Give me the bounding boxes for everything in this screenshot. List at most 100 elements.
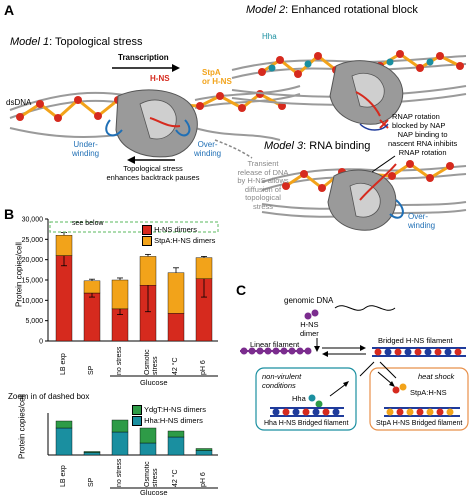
legend-swatch-ydgt (132, 405, 142, 416)
bridged-filament (372, 347, 466, 357)
stpa-box (369, 367, 469, 431)
legend-swatch-stpa (142, 236, 152, 247)
chart2-bar-hha (111, 431, 129, 456)
model3-title-text: : RNA binding (303, 140, 371, 152)
overwinding-arrow (175, 119, 191, 137)
under-l1: Under- (73, 140, 98, 149)
linear-filament (240, 347, 312, 355)
stpa-bridged-filament (384, 407, 460, 417)
bridged-filament-label: Bridged H-NS filament (378, 336, 453, 345)
legend-item-stpa: StpA:H-NS dimers (142, 235, 216, 247)
transcription-label: Transcription (118, 53, 169, 62)
chart1-bar-stpa (139, 256, 157, 286)
chart1-xtick-label: Osmotic stress (144, 349, 159, 375)
stress-caption: Topological stress enhances backtrack pau… (98, 164, 208, 182)
chart1-ytick-label: 25,000 (22, 237, 44, 244)
chart2-bar-ydgt (55, 420, 73, 429)
stpa-label: StpA or H-NS (202, 68, 232, 86)
see-below-label: see below (72, 220, 104, 227)
chart2-bar-ydgt (167, 430, 185, 438)
chart2-axes (47, 413, 218, 456)
stpa-hns-label: StpA:H-NS (410, 388, 447, 397)
legend-label-hha: Hha:H-NS dimers (144, 416, 203, 426)
chart1-legend: H-NS dimers StpA:H-NS dimers (142, 224, 216, 247)
genomic-dna-wave (334, 305, 396, 311)
over-l1: Over- (197, 140, 218, 149)
hns-dimer-l2: dimer (300, 329, 319, 338)
chart2-xtick-label: no stress (116, 458, 123, 487)
legend-item-ydgt: YdgT:H-NS dimers (132, 404, 206, 416)
glucose2-label: Glucose (140, 488, 168, 497)
panel-a-letter: A (4, 2, 15, 18)
model2-title-text: : Enhanced rotational block (285, 4, 418, 16)
chart1-ytick-label: 10,000 (22, 298, 44, 305)
panel-c-letter: C (236, 282, 247, 298)
release-l5: topological (245, 193, 281, 202)
nonvir-l2: conditions (262, 381, 296, 390)
stress-l1: Topological stress (123, 164, 183, 173)
release-l6: stress (252, 201, 273, 211)
chart2-bar-ydgt (111, 419, 129, 433)
over-l2: winding (194, 149, 222, 158)
chart1-yticks: 0 5,000 10,000 15,000 20,000 25,000 30,000 (22, 217, 48, 346)
chart2-ylabel: Protein copies/cell (17, 394, 27, 459)
model1-title: Model 1: Topological stress (10, 36, 143, 48)
hha-label: Hha (262, 32, 277, 41)
rotation-block-icon (379, 119, 389, 129)
zoom-dashed-box (49, 221, 219, 233)
model3-title: Model 3: RNA binding (264, 140, 370, 152)
chart1-xtick-label: SP (88, 365, 95, 375)
model3-prefix: Model 3 (264, 140, 304, 152)
nonvirulent-label: non-virulent conditions (262, 372, 301, 390)
hha-icon (308, 394, 316, 402)
stpa-label-l2: or H-NS (202, 77, 232, 86)
genomic-dna-label: genomic DNA (284, 296, 334, 305)
hns-dimer-l1: H-NS (300, 320, 319, 329)
model3-overwinding-label: Over-winding (408, 212, 435, 230)
chart2-bars (55, 419, 213, 456)
zoom-title: Zoom in of dashed box (8, 392, 90, 401)
hns-label: H-NS (150, 74, 170, 83)
underwinding-arrow (105, 119, 123, 137)
rot-l2: blocked by NAP (392, 121, 446, 130)
model3-overwinding-arrow (389, 199, 404, 219)
chart1-ytick-label: 0 (39, 339, 43, 346)
chart1-ytick-label: 5,000 (25, 318, 43, 325)
hns-dimer-label: H-NS dimer (300, 320, 319, 338)
chart2-xtick-label: pH 6 (200, 472, 207, 487)
underwinding-label: Under-winding (72, 140, 99, 158)
legend-label-hns: H-NS dimers (154, 225, 198, 234)
under-l2: winding (72, 149, 100, 158)
over3-l2: winding (408, 221, 436, 230)
release-l3: by H-NS allows (237, 176, 289, 185)
legend-item-hha: Hha:H-NS dimers (132, 415, 206, 427)
hha-c-label: Hha (292, 394, 306, 403)
nap-l2: nascent RNA inhibits (388, 139, 458, 148)
chart1-xtick-label: pH 6 (200, 360, 207, 375)
chart2-bar-hha (195, 450, 213, 456)
panel-b-letter: B (4, 206, 15, 222)
chart1-bars (55, 232, 213, 342)
chart1-xtick-label: LB exp (60, 353, 67, 375)
chart2-xtick-label: SP (88, 477, 95, 487)
glucose-label: Glucose (140, 378, 168, 387)
chart1-bar-stpa (83, 280, 101, 294)
hha-box (255, 367, 357, 431)
chart2-legend: YdgT:H-NS dimers Hha:H-NS dimers (132, 404, 206, 427)
model1-prefix: Model 1 (10, 36, 50, 48)
chart1-ylabel: Protein copies/cell (14, 242, 24, 307)
legend-item-hns: H-NS dimers (142, 224, 215, 236)
nap-caption: NAP binding to nascent RNA inhibits RNAP r… (388, 130, 457, 157)
legend-label-stpa: StpA:H-NS dimers (154, 236, 216, 246)
stpa-icon (392, 386, 400, 394)
nonvir-l1: non-virulent (262, 372, 302, 381)
overwinding-label: Over-winding (194, 140, 221, 158)
legend-swatch-hns (142, 225, 152, 236)
chart2-xtick-label: 42 °C (172, 469, 179, 487)
release-arrow (214, 139, 253, 159)
chart1-bar-stpa (167, 272, 185, 314)
chart1-bar-hns (83, 292, 101, 342)
chart1-bar-hns (55, 255, 73, 342)
stpa-label-l1: StpA (202, 68, 221, 77)
